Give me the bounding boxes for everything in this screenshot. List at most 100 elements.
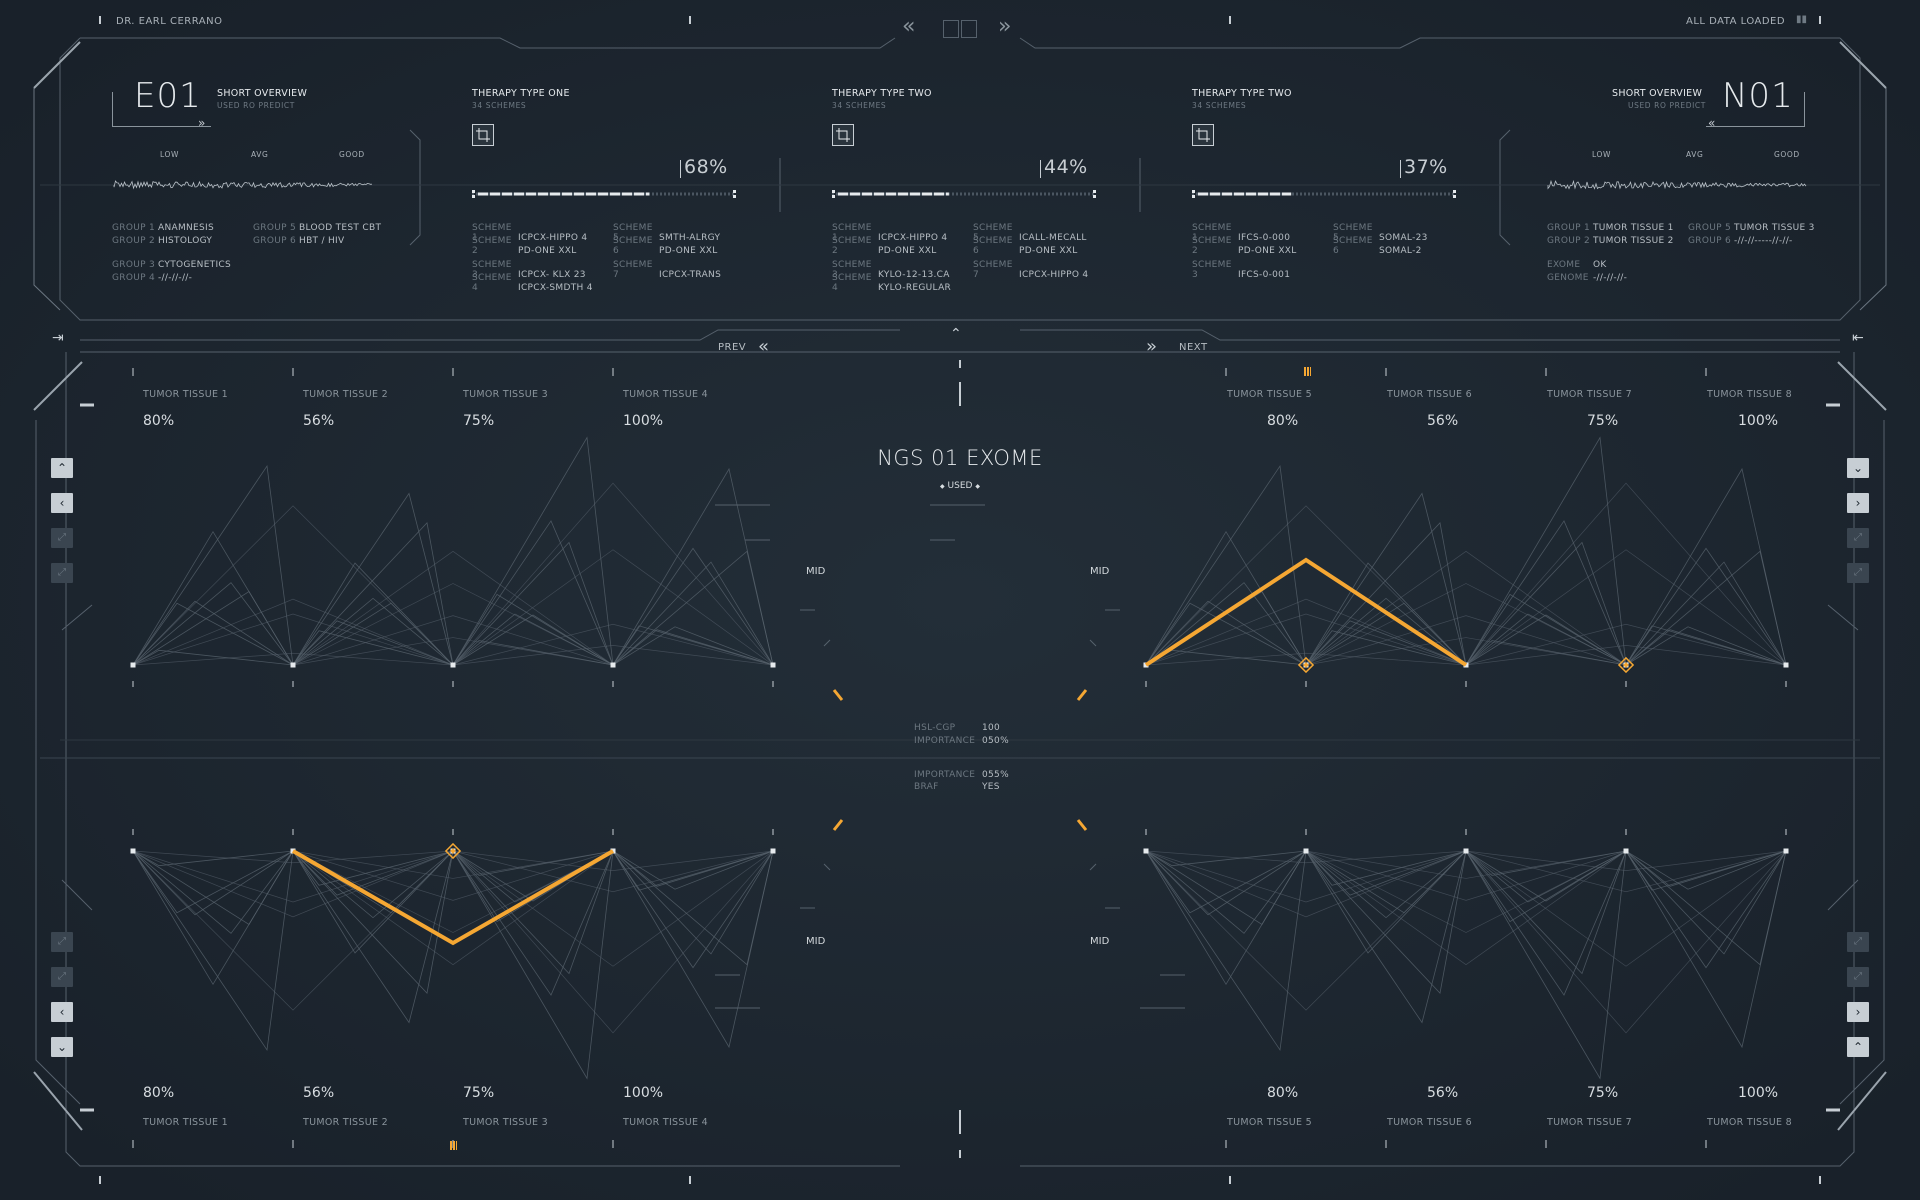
progress-corner — [1093, 195, 1096, 198]
network-line — [1145, 850, 1307, 926]
network-line — [132, 850, 294, 914]
tissue-label: TUMOR TISSUE 1 — [143, 389, 228, 400]
left-overview-title: SHORT OVERVIEW — [217, 88, 308, 99]
network-line — [292, 597, 454, 666]
chevron-up-icon[interactable]: ⌃ — [51, 458, 73, 478]
network-line — [612, 547, 774, 666]
network-line — [132, 602, 294, 666]
stat-item: HSL-CGP 100 — [914, 723, 1001, 733]
crop-icon[interactable] — [1192, 124, 1214, 146]
therapy-progress — [472, 183, 736, 198]
progress-corner — [1453, 195, 1456, 198]
expand-left-icon[interactable]: ⇥ — [52, 330, 64, 346]
collapse-up-icon[interactable]: ⌃ — [950, 326, 962, 342]
network-line — [1465, 482, 1787, 666]
network-line — [1465, 549, 1787, 666]
network-line — [132, 850, 454, 864]
network-line — [132, 850, 294, 916]
chevron-left-icon[interactable]: ‹ — [51, 493, 73, 513]
code-bracket — [112, 92, 211, 127]
tissue-percent: 56% — [303, 413, 335, 429]
tissue-label: TUMOR TISSUE 5 — [1227, 389, 1312, 400]
expand-icon[interactable]: ⤢ — [1847, 563, 1869, 583]
network-line — [1305, 522, 1467, 666]
double-chevron-left-icon[interactable]: « — [902, 14, 916, 39]
network-line — [452, 482, 774, 666]
network-line — [452, 850, 614, 876]
chevron-down-icon[interactable]: ⌄ — [51, 1037, 73, 1057]
scheme-item: SCHEME 5 SOMAL-23 — [1333, 223, 1428, 243]
network-line — [1625, 547, 1787, 666]
expand-icon[interactable]: ⤢ — [51, 563, 73, 583]
network-line — [132, 850, 294, 934]
progress-corner — [1453, 190, 1456, 193]
network-line — [452, 850, 614, 975]
expand-icon[interactable]: ⤢ — [1847, 967, 1869, 987]
crop-icon[interactable] — [832, 124, 854, 146]
network-line — [292, 620, 454, 666]
highlight-line — [292, 849, 614, 946]
tissue-percent: 100% — [623, 413, 664, 429]
network-line — [1305, 850, 1627, 879]
network-line — [1465, 850, 1787, 893]
prev-label[interactable]: PREV — [718, 342, 747, 353]
chevron-up-icon[interactable]: ⌃ — [1847, 1037, 1869, 1057]
chevron-right-icon[interactable]: › — [1847, 493, 1869, 513]
network-line — [1145, 602, 1307, 666]
prev-arrow-icon[interactable]: « — [758, 336, 770, 357]
user-name: DR. EARL CERRANO — [116, 16, 223, 27]
network-line — [1145, 600, 1307, 666]
expand-icon[interactable]: ⤢ — [1847, 528, 1869, 548]
next-label[interactable]: NEXT — [1179, 342, 1208, 353]
progress-corner — [472, 195, 475, 198]
chevron-right-icon[interactable]: › — [1847, 1002, 1869, 1022]
network-line — [132, 600, 294, 666]
diamond-marker — [1623, 662, 1629, 668]
scheme-item: SCHEME 2 PD-ONE XXL — [832, 236, 937, 256]
network-line — [1465, 623, 1787, 666]
network-line — [452, 645, 774, 666]
network-line — [1625, 850, 1787, 955]
arrow-left-icon: « — [1708, 116, 1716, 130]
network-line — [1625, 561, 1787, 666]
chevron-down-icon[interactable]: ⌄ — [1847, 458, 1869, 478]
scheme-item: SCHEME 5 ICALL-MECALL — [973, 223, 1087, 243]
network-node — [130, 662, 136, 668]
network-line — [292, 850, 454, 919]
network-line — [1465, 850, 1627, 923]
expand-icon[interactable]: ⤢ — [51, 932, 73, 952]
scheme-item: SCHEME 2 PD-ONE XXL — [472, 236, 577, 256]
network-node — [130, 848, 136, 854]
network-line — [1305, 850, 1467, 914]
network-line — [292, 850, 454, 886]
therapy-title: THERAPY TYPE TWO — [832, 88, 932, 99]
network-line — [292, 850, 614, 879]
therapy-title: THERAPY TYPE TWO — [1192, 88, 1292, 99]
network-line — [612, 550, 774, 666]
expand-icon[interactable]: ⤢ — [51, 528, 73, 548]
next-arrow-icon[interactable]: » — [1146, 336, 1158, 357]
tissue-label: TUMOR TISSUE 4 — [623, 1117, 708, 1128]
expand-icon[interactable]: ⤢ — [51, 967, 73, 987]
network-line — [452, 850, 774, 871]
network-line — [292, 522, 454, 666]
scheme-item: SCHEME 1 IFCS-0-000 — [1192, 223, 1291, 243]
tissue-label: TUMOR TISSUE 6 — [1387, 1117, 1472, 1128]
therapy-percent: 68% — [684, 156, 728, 178]
chevron-left-icon[interactable]: ‹ — [51, 1002, 73, 1022]
expand-icon[interactable]: ⤢ — [1847, 932, 1869, 952]
expand-right-icon[interactable]: ⇤ — [1852, 330, 1864, 346]
network-line — [452, 593, 614, 666]
network-line — [1465, 541, 1627, 666]
tissue-label: TUMOR TISSUE 8 — [1707, 1117, 1792, 1128]
crop-icon[interactable] — [472, 124, 494, 146]
double-chevron-right-icon[interactable]: » — [998, 14, 1012, 39]
progress-corner — [733, 195, 736, 198]
network-node — [1783, 662, 1789, 668]
network-line — [1305, 850, 1467, 886]
group-item: GENOME -//-//-//- — [1547, 273, 1628, 283]
network-node — [1303, 848, 1309, 854]
group-item: GROUP 2 HISTOLOGY — [112, 236, 213, 246]
scheme-item: SCHEME 2 PD-ONE XXL — [1192, 236, 1297, 256]
